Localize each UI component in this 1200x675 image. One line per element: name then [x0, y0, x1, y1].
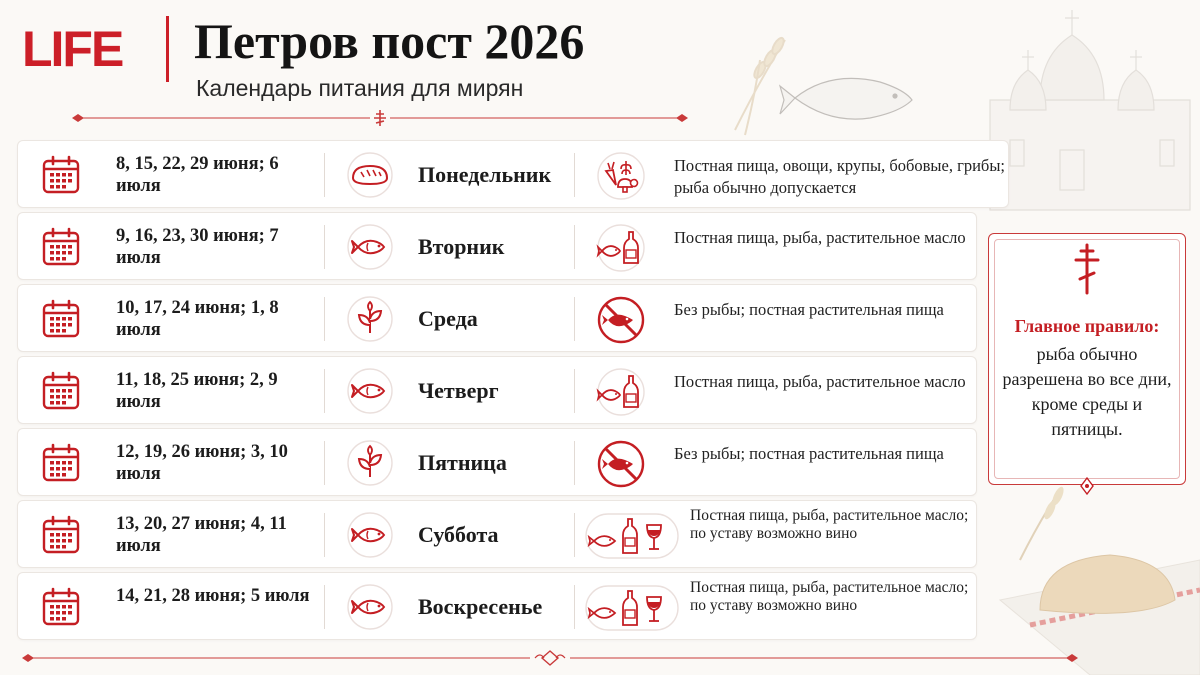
row-dates: 13, 20, 27 июня; 4, 11 июля [116, 514, 287, 556]
table-row: 10, 17, 24 июня; 1, 8 июля Среда Без рыб… [17, 284, 977, 352]
column-divider [324, 585, 325, 629]
calendar-icon [40, 298, 82, 340]
column-divider [574, 297, 575, 341]
row-dates: 11, 18, 25 июня; 2, 9 июля [116, 370, 278, 412]
main-rule-text: рыба обычно разрешена во все дни, кроме … [1002, 344, 1172, 439]
table-row: 13, 20, 27 июня; 4, 11 июля Суббота Пост… [17, 500, 977, 568]
fasting-calendar-table: 8, 15, 22, 29 июня; 6 июля Понедельник П… [17, 140, 1009, 644]
top-ornament-divider [72, 110, 688, 126]
row-dates: 12, 19, 26 июня; 3, 10 июля [116, 442, 288, 484]
calendar-icon [40, 226, 82, 268]
logo-divider [166, 16, 169, 82]
calendar-icon [40, 154, 82, 196]
row-dates: 8, 15, 22, 29 июня; 6 июля [116, 154, 279, 196]
row-dates: 9, 16, 23, 30 июня; 7 июля [116, 226, 279, 268]
bottom-ornament-divider [22, 650, 1078, 666]
wheat-top-illustration [734, 36, 786, 136]
column-divider [574, 369, 575, 413]
vegetables-icon [596, 151, 646, 201]
row-day: Воскресенье [418, 594, 543, 619]
church-illustration [989, 10, 1191, 211]
column-divider [574, 513, 575, 557]
fish-oil-icon [596, 367, 646, 417]
life-logo: LIFE [22, 21, 124, 77]
page-title: Петров пост 2026 [194, 13, 585, 69]
row-day: Среда [418, 306, 478, 331]
row-food: Без рыбы; постная растительная пища [674, 444, 944, 463]
column-divider [574, 585, 575, 629]
fish-icon [346, 223, 394, 271]
table-row: 14, 21, 28 июня; 5 июля Воскресенье Пост… [17, 572, 977, 640]
main-rule-heading: Главное правило: [1014, 316, 1160, 336]
column-divider [574, 153, 575, 197]
no-fish-icon [596, 295, 646, 345]
row-food: Постная пища, рыба, растительное масло; … [690, 579, 969, 614]
row-day: Пятница [418, 450, 507, 475]
row-day: Суббота [418, 522, 499, 547]
table-row: 12, 19, 26 июня; 3, 10 июля Пятница Без … [17, 428, 977, 496]
column-divider [324, 513, 325, 557]
orthodox-cross-icon [1074, 243, 1100, 295]
sprout-icon [346, 295, 394, 343]
column-divider [574, 225, 575, 269]
page-subtitle: Календарь питания для мирян [196, 75, 524, 101]
fish-illustration [778, 77, 913, 120]
no-fish-icon [596, 439, 646, 489]
bread-towel-illustration [998, 486, 1200, 675]
row-day: Понедельник [418, 162, 552, 187]
fish-oil-wine-icon [584, 511, 680, 561]
fish-oil-wine-icon [584, 583, 680, 633]
table-row: 11, 18, 25 июня; 2, 9 июля Четверг Постн… [17, 356, 977, 424]
rule-ornament-icon [1080, 476, 1094, 496]
fish-icon [346, 367, 394, 415]
calendar-icon [40, 370, 82, 412]
sprout-icon [346, 439, 394, 487]
row-food: Постная пища, рыба, растительное масло [674, 372, 966, 391]
row-food: Без рыбы; постная растительная пища [674, 300, 944, 319]
row-dates: 14, 21, 28 июня; 5 июля [116, 586, 310, 606]
column-divider [574, 441, 575, 485]
bread-icon [346, 151, 394, 199]
table-row: 8, 15, 22, 29 июня; 6 июля Понедельник П… [17, 140, 1009, 208]
row-dates: 10, 17, 24 июня; 1, 8 июля [116, 298, 279, 340]
column-divider [324, 441, 325, 485]
column-divider [324, 153, 325, 197]
row-day: Вторник [418, 234, 505, 259]
calendar-icon [40, 514, 82, 556]
row-food: Постная пища, овощи, крупы, бобовые, гри… [674, 156, 1005, 197]
fish-oil-icon [596, 223, 646, 273]
table-row: 9, 16, 23, 30 июня; 7 июля Вторник Постн… [17, 212, 977, 280]
fish-icon [346, 511, 394, 559]
calendar-icon [40, 442, 82, 484]
column-divider [324, 369, 325, 413]
fish-icon [346, 583, 394, 631]
row-food: Постная пища, рыба, растительное масло [674, 228, 966, 247]
calendar-icon [40, 586, 82, 628]
row-food: Постная пища, рыба, растительное масло; … [690, 507, 969, 542]
column-divider [324, 225, 325, 269]
row-day: Четверг [418, 378, 499, 403]
column-divider [324, 297, 325, 341]
